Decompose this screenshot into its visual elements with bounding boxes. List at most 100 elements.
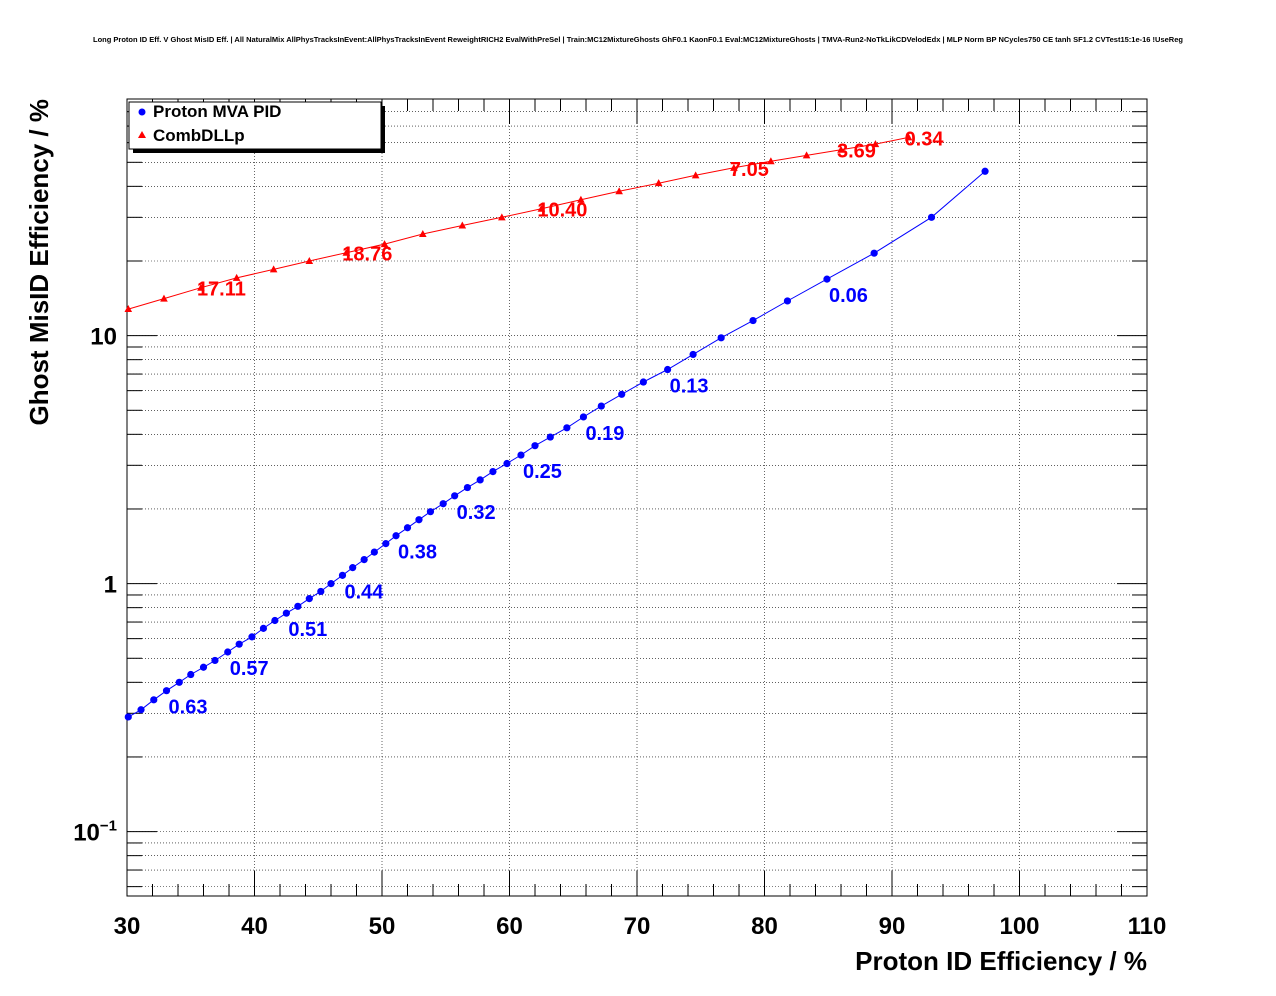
data-point-proton-mva-pid — [981, 167, 989, 175]
x-tick-label: 40 — [241, 913, 268, 940]
legend-label-combdllp: CombDLLp — [153, 126, 245, 145]
data-point-proton-mva-pid — [294, 602, 302, 610]
data-point-proton-mva-pid — [823, 275, 831, 283]
data-point-proton-mva-pid — [235, 640, 243, 648]
data-point-combdllp — [730, 163, 738, 171]
data-point-combdllp — [615, 187, 623, 195]
data-point-proton-mva-pid — [749, 316, 757, 325]
data-label-proton-mva-pid: 0.51 — [288, 619, 327, 641]
y-tick-label: 10−1 — [73, 818, 117, 847]
data-point-proton-mva-pid — [259, 624, 268, 632]
data-point-combdllp — [802, 151, 811, 159]
x-tick-label: 90 — [879, 913, 906, 940]
data-point-combdllp — [654, 179, 663, 187]
data-point-proton-mva-pid — [282, 609, 290, 617]
y-tick-label: 1 — [104, 572, 117, 599]
data-point-proton-mva-pid — [224, 648, 232, 656]
y-axis-label: Ghost MisID Efficiency / % — [24, 99, 54, 426]
data-label-proton-mva-pid: 0.38 — [398, 542, 437, 564]
data-label-proton-mva-pid: 0.57 — [230, 658, 269, 680]
data-point-proton-mva-pid — [248, 633, 256, 641]
data-point-proton-mva-pid — [124, 713, 132, 721]
data-point-proton-mva-pid — [927, 213, 936, 221]
legend: Proton MVA PID CombDLLp — [128, 101, 385, 153]
data-point-proton-mva-pid — [451, 492, 459, 500]
data-point-proton-mva-pid — [531, 442, 539, 450]
legend-marker-combdllp — [138, 131, 146, 138]
data-point-proton-mva-pid — [370, 548, 378, 556]
data-label-proton-mva-pid: 0.13 — [670, 376, 709, 398]
y-tick-labels: 10−1 1 10 — [73, 324, 117, 847]
data-point-combdllp — [305, 256, 314, 264]
data-point-proton-mva-pid — [382, 540, 390, 548]
data-point-proton-mva-pid — [563, 424, 571, 432]
data-point-combdllp — [498, 213, 506, 221]
data-point-proton-mva-pid — [162, 687, 171, 695]
data-point-proton-mva-pid — [439, 500, 447, 508]
data-point-combdllp — [197, 283, 205, 291]
data-label-proton-mva-pid: 0.32 — [457, 502, 496, 524]
x-tick-label: 30 — [114, 913, 141, 940]
data-point-proton-mva-pid — [199, 663, 208, 671]
data-label-proton-mva-pid: 0.44 — [344, 581, 384, 603]
data-point-proton-mva-pid — [517, 451, 525, 459]
data-point-proton-mva-pid — [503, 459, 511, 468]
x-tick-labels: 30 40 50 60 70 80 90 100 110 — [114, 913, 1167, 940]
data-point-combdllp — [871, 140, 880, 148]
data-point-proton-mva-pid — [392, 532, 400, 540]
data-point-proton-mva-pid — [137, 706, 145, 714]
data-label-proton-mva-pid: 0.63 — [169, 697, 208, 719]
x-tick-label: 50 — [369, 913, 396, 940]
data-point-combdllp — [904, 133, 913, 141]
data-point-proton-mva-pid — [664, 365, 672, 374]
y-tick-label: 10 — [90, 324, 117, 351]
data-point-combdllp — [691, 171, 700, 179]
data-point-proton-mva-pid — [187, 670, 195, 679]
data-label-combdllp: 7.05 — [730, 159, 769, 181]
chart-title: Long Proton ID Eff. V Ghost MisID Eff. |… — [93, 35, 1183, 44]
data-label-combdllp: 3.69 — [837, 141, 876, 163]
data-label-combdllp: 0.34 — [905, 128, 945, 150]
data-point-proton-mva-pid — [175, 678, 183, 686]
series-layer: 0.63 0.57 0.51 0.44 0.38 0.32 0.25 0.19 0.13 0.06… — [124, 128, 989, 721]
data-point-proton-mva-pid — [403, 524, 412, 532]
data-label-combdllp: 17.11 — [197, 279, 246, 301]
data-label-proton-mva-pid: 0.19 — [585, 423, 624, 445]
data-point-combdllp — [577, 195, 585, 203]
data-point-combdllp — [342, 248, 351, 256]
series-line-combdllp — [128, 136, 909, 310]
data-point-proton-mva-pid — [271, 616, 279, 625]
grid — [126, 98, 1148, 896]
data-point-proton-mva-pid — [597, 402, 605, 410]
data-point-proton-mva-pid — [489, 467, 497, 476]
axis-ticks — [126, 98, 1148, 896]
data-point-combdllp — [837, 145, 845, 153]
data-point-proton-mva-pid — [618, 390, 626, 398]
data-point-proton-mva-pid — [689, 350, 697, 359]
data-point-proton-mva-pid — [349, 564, 357, 572]
data-point-proton-mva-pid — [717, 334, 725, 342]
data-point-proton-mva-pid — [305, 595, 313, 603]
data-label-combdllp: 10.40 — [537, 200, 587, 222]
data-point-proton-mva-pid — [338, 571, 347, 579]
data-point-combdllp — [380, 240, 389, 248]
data-point-proton-mva-pid — [211, 656, 219, 665]
x-axis-label: Proton ID Efficiency / % — [855, 946, 1147, 976]
data-point-proton-mva-pid — [476, 476, 484, 484]
data-label-proton-mva-pid: 0.25 — [523, 461, 562, 483]
data-point-combdllp — [124, 305, 133, 313]
x-tick-label: 100 — [999, 913, 1039, 940]
data-point-proton-mva-pid — [415, 516, 423, 524]
data-point-proton-mva-pid — [360, 555, 368, 564]
data-point-combdllp — [458, 221, 467, 229]
data-point-combdllp — [160, 294, 168, 302]
data-point-proton-mva-pid — [327, 580, 335, 588]
data-point-proton-mva-pid — [150, 696, 158, 704]
data-point-proton-mva-pid — [546, 433, 554, 441]
data-point-combdllp — [232, 273, 241, 281]
data-point-combdllp — [537, 204, 546, 212]
plot-frame — [126, 98, 1148, 897]
data-point-proton-mva-pid — [463, 483, 472, 492]
x-tick-label: 80 — [751, 913, 778, 940]
